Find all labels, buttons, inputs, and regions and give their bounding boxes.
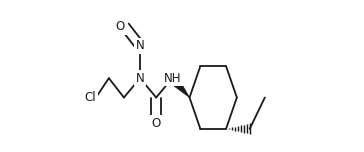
Text: N: N xyxy=(136,72,145,85)
Text: O: O xyxy=(116,20,125,33)
Polygon shape xyxy=(168,75,190,98)
Text: NH: NH xyxy=(163,72,181,85)
Text: N: N xyxy=(136,39,145,52)
Text: O: O xyxy=(151,117,161,130)
Text: Cl: Cl xyxy=(84,91,96,104)
